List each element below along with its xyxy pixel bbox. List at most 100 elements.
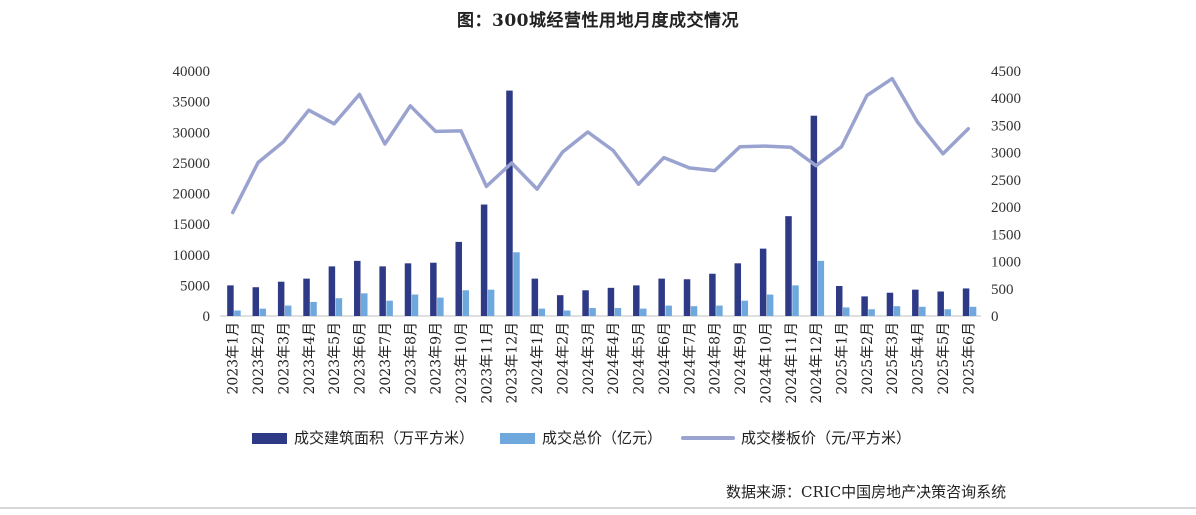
bar-area-22 xyxy=(759,248,767,316)
bar-area-5 xyxy=(328,266,336,316)
bar-total-29 xyxy=(944,309,951,316)
bar-area-9 xyxy=(430,262,437,316)
bar-total-21 xyxy=(741,300,749,316)
bar-area-12 xyxy=(506,90,513,316)
bar-total-30 xyxy=(969,306,977,316)
right-tick-label: 1500 xyxy=(991,227,1021,243)
bar-area-18 xyxy=(658,278,665,316)
right-tick-label: 4000 xyxy=(991,91,1021,107)
x-tick-label: 2023年6月 xyxy=(353,322,369,395)
x-tick-label: 2024年9月 xyxy=(733,322,749,395)
left-tick-label: 15000 xyxy=(173,217,211,233)
bar-total-4 xyxy=(310,301,317,316)
bar-area-24 xyxy=(810,115,818,317)
x-tick-label: 2023年8月 xyxy=(403,322,419,395)
bar-area-29 xyxy=(937,291,944,316)
x-tick-label: 2023年7月 xyxy=(378,322,394,395)
x-tick-label: 2024年10月 xyxy=(758,322,774,403)
right-tick-label: 4500 xyxy=(991,64,1021,80)
x-tick-label: 2023年3月 xyxy=(276,322,292,395)
legend-area-swatch xyxy=(252,433,287,444)
left-tick-label: 20000 xyxy=(173,187,211,203)
bar-total-12 xyxy=(513,252,520,316)
x-tick-label: 2023年4月 xyxy=(302,322,318,395)
bar-total-28 xyxy=(919,306,926,316)
right-tick-label: 2500 xyxy=(991,173,1021,189)
x-tick-label: 2023年1月 xyxy=(226,322,242,395)
bar-area-19 xyxy=(683,279,691,316)
bar-area-25 xyxy=(835,285,843,316)
x-tick-label: 2025年3月 xyxy=(885,322,901,395)
bar-total-17 xyxy=(640,308,647,316)
area-bars xyxy=(227,90,970,317)
x-tick-label: 2024年6月 xyxy=(657,322,673,395)
left-tick-label: 40000 xyxy=(173,64,211,80)
right-tick-label: 500 xyxy=(991,282,1014,298)
legend-total-swatch xyxy=(500,433,535,444)
x-tick-label: 2023年2月 xyxy=(251,322,267,395)
bar-total-5 xyxy=(335,298,343,316)
x-tick-label: 2024年12月 xyxy=(809,322,825,403)
x-tick-label: 2025年2月 xyxy=(860,322,876,395)
bar-total-13 xyxy=(538,308,546,316)
x-tick-label: 2023年10月 xyxy=(454,322,470,403)
bar-total-26 xyxy=(868,309,875,316)
legend-price-label: 成交楼板价（元/平方米） xyxy=(741,429,911,447)
bar-area-20 xyxy=(709,273,716,316)
bar-total-15 xyxy=(589,308,596,316)
x-tick-label: 2024年1月 xyxy=(530,322,546,395)
bar-area-21 xyxy=(734,263,742,316)
source-note: 数据来源：CRIC中国房地产决策咨询系统 xyxy=(726,483,1007,501)
bar-area-13 xyxy=(531,278,539,316)
bar-total-25 xyxy=(842,307,850,316)
bar-total-2 xyxy=(259,308,267,316)
x-tick-label: 2023年9月 xyxy=(429,322,445,395)
price-line xyxy=(230,76,971,215)
x-tick-label: 2023年12月 xyxy=(505,322,521,403)
bar-area-4 xyxy=(303,278,310,316)
bar-area-3 xyxy=(277,281,285,316)
bar-total-23 xyxy=(792,285,799,316)
bar-total-8 xyxy=(411,294,419,316)
left-tick-label: 25000 xyxy=(173,156,211,172)
bar-area-11 xyxy=(480,204,488,316)
bar-area-2 xyxy=(252,287,260,316)
left-tick-label: 30000 xyxy=(173,125,211,141)
x-tick-label: 2023年11月 xyxy=(479,322,495,403)
bar-total-3 xyxy=(284,305,292,316)
right-tick-label: 2000 xyxy=(991,200,1021,216)
bar-total-20 xyxy=(716,305,723,316)
x-tick-label: 2025年6月 xyxy=(961,322,977,395)
bar-total-11 xyxy=(487,289,495,316)
bar-area-17 xyxy=(633,285,640,316)
price-line-group xyxy=(230,76,971,215)
bar-area-14 xyxy=(556,295,564,316)
legend: 成交建筑面积（万平方米） 成交总价（亿元） 成交楼板价（元/平方米） xyxy=(252,429,911,447)
x-tick-label: 2023年5月 xyxy=(327,322,343,395)
bar-total-18 xyxy=(665,305,672,316)
x-tick-label: 2024年3月 xyxy=(581,322,597,395)
x-tick-label: 2024年7月 xyxy=(682,322,698,395)
x-tick-label: 2024年11月 xyxy=(784,322,800,403)
x-tick-label: 2025年1月 xyxy=(835,322,851,395)
bar-total-16 xyxy=(614,308,622,316)
left-tick-label: 0 xyxy=(203,309,211,325)
legend-area-label: 成交建筑面积（万平方米） xyxy=(294,429,474,447)
bar-area-30 xyxy=(962,288,970,316)
bar-area-28 xyxy=(912,289,919,316)
x-tick-label: 2024年2月 xyxy=(556,322,572,395)
x-axis-labels: 2023年1月 2023年2月 2023年3月 2023年4月 2023年5月 2023年… xyxy=(226,322,978,403)
bar-area-7 xyxy=(379,266,386,316)
left-axis-ticks: 0 5000 10000 15000 20000 25000 30000 35000 40000 xyxy=(173,64,211,325)
bar-area-8 xyxy=(404,263,412,316)
bar-total-14 xyxy=(563,310,571,316)
left-tick-label: 10000 xyxy=(173,248,211,264)
bottom-divider xyxy=(0,507,1196,509)
x-tick-label: 2024年4月 xyxy=(606,322,622,395)
chart-title: 图：300城经营性用地月度成交情况 xyxy=(457,11,739,31)
bar-total-1 xyxy=(234,310,241,316)
x-tick-label: 2024年5月 xyxy=(632,322,648,395)
bar-total-27 xyxy=(893,306,901,316)
bar-total-24 xyxy=(817,260,825,316)
